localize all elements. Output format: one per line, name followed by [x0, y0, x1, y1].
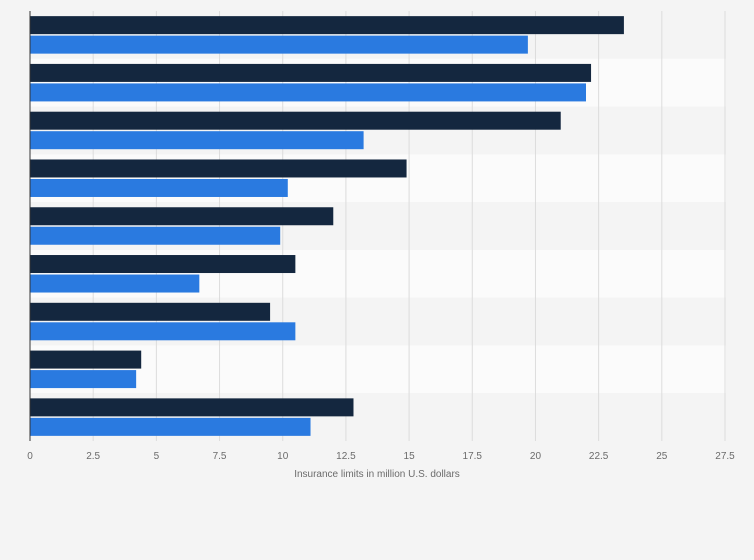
x-tick-label: 22.5 [589, 451, 609, 462]
x-tick-label: 7.5 [213, 451, 227, 462]
bar-series-1[interactable] [30, 350, 142, 369]
x-tick-label: 20 [530, 451, 542, 462]
bar-series-1[interactable] [30, 16, 624, 35]
bar-series-2[interactable] [30, 131, 364, 150]
bar-series-1[interactable] [30, 398, 354, 417]
x-tick-label: 5 [154, 451, 160, 462]
gridlines [92, 11, 726, 441]
bar-series-1[interactable] [30, 255, 296, 274]
x-tick-label: 25 [656, 451, 668, 462]
bar-series-1[interactable] [30, 207, 334, 226]
bar-series-2[interactable] [30, 322, 296, 341]
bar-series-2[interactable] [30, 83, 586, 102]
bar-series-1[interactable] [30, 63, 592, 82]
bar-series-2[interactable] [30, 178, 288, 197]
row-band [30, 345, 726, 394]
bar-series-2[interactable] [30, 226, 281, 245]
x-tick-labels: 0 2.5 5 7.5 10 12.5 15 17.5 20 22.5 25 27.5 [27, 451, 735, 462]
x-tick-label: 0 [27, 451, 33, 462]
bar-series-1[interactable] [30, 111, 561, 130]
x-tick-label: 2.5 [86, 451, 100, 462]
bar-series-2[interactable] [30, 35, 528, 54]
bar-series-2[interactable] [30, 417, 311, 436]
bars [30, 16, 624, 436]
bar-series-2[interactable] [30, 274, 200, 293]
x-tick-label: 27.5 [715, 451, 735, 462]
row-bands [30, 11, 726, 441]
x-tick-label: 10 [277, 451, 289, 462]
bar-series-2[interactable] [30, 370, 137, 389]
x-tick-label: 17.5 [463, 451, 483, 462]
x-tick-label: 12.5 [336, 451, 356, 462]
bar-series-1[interactable] [30, 159, 407, 178]
bar-series-1[interactable] [30, 302, 271, 321]
x-tick-label: 15 [404, 451, 416, 462]
x-axis-title: Insurance limits in million U.S. dollars [294, 469, 460, 480]
